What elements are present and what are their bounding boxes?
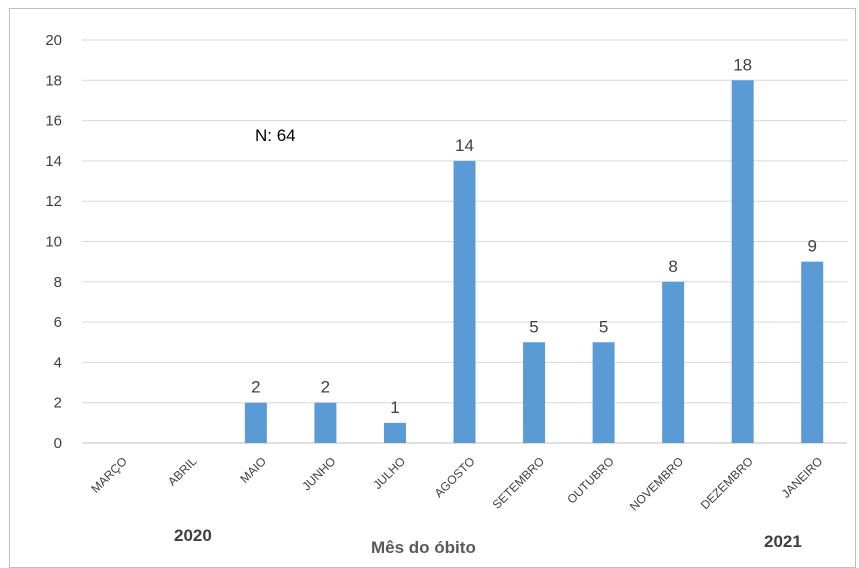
y-tick-label: 12	[45, 193, 62, 210]
category-label: MAIO	[237, 454, 269, 486]
category-label: JUNHO	[299, 454, 338, 493]
category-label: MARÇO	[88, 454, 129, 495]
year-label-2021: 2021	[764, 532, 802, 551]
x-axis-categories: MARÇO ABRIL MAIO JUNHO JULHO AGOSTO SETEMBRO OU…	[88, 454, 825, 514]
data-label: 2	[251, 378, 260, 397]
category-label: JANEIRO	[779, 454, 826, 501]
y-tick-label: 0	[54, 435, 62, 452]
data-label: 18	[733, 55, 752, 74]
data-label: 2	[321, 378, 330, 397]
x-axis-title: Mês do óbito	[371, 538, 476, 553]
gridlines	[82, 39, 847, 444]
y-tick-label: 16	[45, 113, 62, 130]
data-labels: 2 2 1 14 5 5 8 18 9	[251, 55, 817, 417]
bar	[453, 160, 476, 443]
data-label: 5	[529, 317, 538, 336]
y-axis-ticks: 0 2 4 6 8 10 12 14 16 18 20	[45, 32, 62, 452]
data-label: 14	[455, 136, 474, 155]
category-label: OUTUBRO	[564, 454, 616, 506]
category-label: JULHO	[370, 454, 408, 492]
category-label: ABRIL	[165, 454, 200, 489]
y-tick-label: 2	[54, 395, 62, 412]
y-tick-label: 20	[45, 32, 62, 49]
data-label: 9	[807, 237, 816, 256]
data-label: 1	[390, 398, 399, 417]
bar	[592, 342, 615, 443]
bar	[801, 261, 824, 443]
category-label: DEZEMBRO	[698, 454, 756, 512]
bar	[731, 80, 754, 444]
y-tick-label: 6	[54, 314, 62, 331]
y-tick-label: 10	[45, 234, 62, 251]
bar	[314, 402, 337, 443]
y-tick-label: 4	[54, 354, 62, 371]
y-tick-label: 18	[45, 72, 62, 89]
bar	[383, 422, 406, 443]
y-tick-label: 14	[45, 153, 62, 170]
data-label: 5	[599, 317, 608, 336]
year-label-2020: 2020	[174, 526, 212, 545]
bar	[662, 281, 685, 443]
category-label: AGOSTO	[432, 454, 478, 500]
bars	[244, 80, 824, 444]
data-label: 8	[668, 257, 677, 276]
sample-size-annotation: N: 64	[255, 126, 296, 145]
y-tick-label: 8	[54, 274, 62, 291]
chart-frame	[9, 8, 856, 568]
bar	[523, 342, 546, 443]
category-label: NOVEMBRO	[627, 454, 686, 513]
bar	[244, 402, 267, 443]
category-label: SETEMBRO	[490, 454, 548, 512]
